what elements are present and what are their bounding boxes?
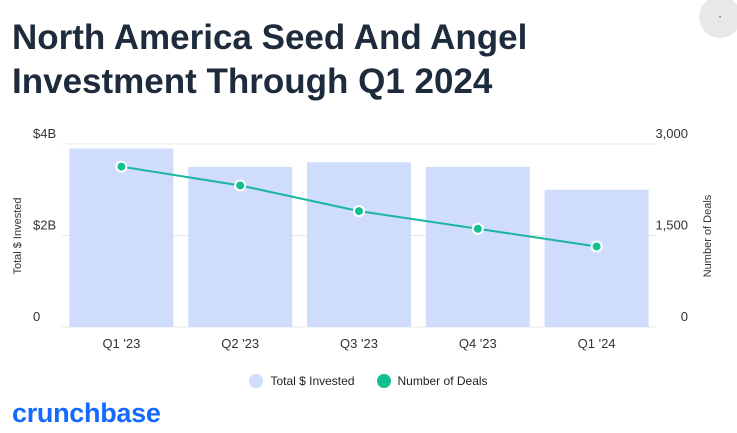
chart: 0 $2B $4B 0 1,500 3,000 Q1 '23 Q2 '23 Q3 '23 Q4… [12, 126, 714, 351]
chart-title: North America Seed And Angel Investment … [12, 16, 527, 104]
legend-item-invested[interactable]: Total $ Invested [249, 374, 355, 388]
left-tick-label-0: 0 [33, 309, 40, 324]
more-options-button[interactable]: · [699, 0, 737, 38]
deal-point-3 [471, 222, 484, 235]
right-tick-label-2: 3,000 [655, 126, 688, 141]
deal-point-4 [590, 240, 603, 253]
right-axis-title: Number of Deals [702, 194, 714, 277]
deal-point-2 [353, 205, 365, 218]
bar-3 [425, 166, 530, 327]
legend-label-deals: Number of Deals [397, 374, 488, 388]
left-axis-title: Total $ Invested [12, 197, 24, 274]
x-tick-label-2: Q3 '23 [340, 336, 378, 351]
left-tick-label-1: $2B [33, 218, 56, 233]
bars [69, 148, 649, 327]
title-line-2: Investment Through Q1 2024 [12, 62, 493, 101]
more-dot-icon: · [717, 8, 723, 25]
legend-label-invested: Total $ Invested [270, 374, 355, 388]
right-tick-label-0: 0 [681, 309, 688, 324]
crunchbase-logo: crunchbase [12, 398, 161, 428]
deal-points [115, 160, 603, 253]
title-line-1: North America Seed And Angel [12, 18, 528, 57]
x-tick-label-0: Q1 '23 [102, 336, 140, 351]
right-tick-label-1: 1,500 [655, 218, 688, 233]
x-tick-label-4: Q1 '24 [578, 336, 616, 351]
x-tick-label-3: Q4 '23 [459, 336, 497, 351]
legend-swatch-dot [376, 374, 391, 388]
right-axis-ticks: 0 1,500 3,000 [655, 126, 688, 324]
legend-swatch-bar [249, 374, 264, 388]
bar-2 [307, 162, 411, 327]
bar-0 [69, 148, 174, 327]
x-tick-label-1: Q2 '23 [221, 336, 259, 351]
left-axis-ticks: 0 $2B $4B [33, 126, 56, 324]
deal-point-1 [234, 179, 247, 192]
bar-4 [544, 189, 649, 327]
x-axis-ticks: Q1 '23 Q2 '23 Q3 '23 Q4 '23 Q1 '24 [102, 336, 615, 351]
legend-item-deals[interactable]: Number of Deals [376, 374, 488, 388]
deal-point-0 [115, 160, 128, 173]
legend: Total $ Invested Number of Deals [0, 374, 737, 388]
left-tick-label-2: $4B [33, 126, 56, 141]
